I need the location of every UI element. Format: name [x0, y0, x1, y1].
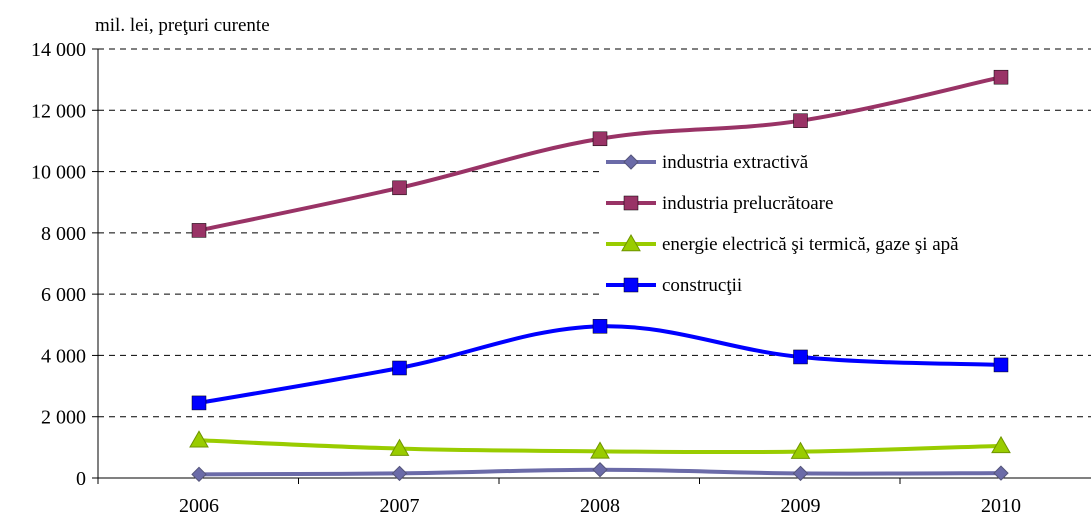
- triangle-marker: [621, 233, 641, 252]
- diamond-marker: [792, 465, 809, 482]
- square-marker: [592, 131, 608, 147]
- gridlines: [98, 48, 1091, 418]
- diamond-marker: [592, 462, 608, 478]
- diamond-marker: [623, 154, 639, 170]
- x-tick-label: 2008: [580, 495, 620, 517]
- y-tick-label: 8 000: [41, 223, 86, 245]
- legend-label: energie electrică şi termică, gaze şi ap…: [662, 234, 959, 255]
- series-1: [191, 462, 1009, 483]
- legend-item-background: [604, 188, 1091, 218]
- square-marker: [793, 113, 808, 128]
- x-tick-label: 2007: [380, 495, 420, 517]
- square-marker: [993, 357, 1009, 373]
- square-marker: [392, 360, 407, 376]
- legend-item: construcţii: [604, 270, 1091, 300]
- legend-item: energie electrică şi termică, gaze şi ap…: [604, 229, 1091, 259]
- x-axis-ticks: 2006 2007 2008 2009 2010: [97, 478, 1021, 517]
- square-marker: [993, 69, 1009, 85]
- series-3: [189, 430, 1011, 459]
- square-marker: [392, 180, 407, 196]
- y-tick-label: 14 000: [31, 39, 86, 61]
- legend-item: industria prelucrătoare: [604, 188, 1091, 218]
- y-tick-label: 6 000: [41, 284, 86, 306]
- y-tick-label: 4 000: [41, 345, 86, 367]
- series-group: [189, 69, 1011, 483]
- legend-label: construcţii: [662, 275, 742, 296]
- square-marker: [191, 395, 207, 411]
- legend-item: industria extractivă: [604, 147, 1091, 177]
- diamond-marker: [191, 466, 207, 483]
- square-marker: [592, 319, 608, 334]
- y-tick-label: 2 000: [41, 407, 86, 429]
- triangle-marker: [189, 430, 209, 448]
- y-tick-label: 10 000: [31, 162, 86, 184]
- series-2: [191, 69, 1009, 238]
- y-axis-ticks: 0 2 000 4 000 6 000 8 000 10 000 12 000 14 000: [31, 39, 98, 490]
- x-tick-label: 2009: [781, 495, 821, 517]
- square-marker: [191, 223, 207, 238]
- legend-label: industria extractivă: [662, 152, 809, 173]
- square-marker: [623, 277, 639, 293]
- x-tick-label: 2010: [981, 495, 1021, 517]
- legend-item-background: [604, 270, 1091, 300]
- triangle-marker: [590, 441, 610, 459]
- series-4: [191, 319, 1009, 411]
- diamond-marker: [993, 465, 1009, 481]
- y-tick-label: 0: [76, 468, 86, 490]
- diamond-marker: [391, 465, 408, 482]
- legend-item-background: [604, 229, 1091, 259]
- square-marker: [623, 195, 639, 211]
- square-marker: [793, 349, 808, 365]
- triangle-marker: [991, 435, 1011, 454]
- axes: [97, 49, 1091, 479]
- y-tick-label: 12 000: [31, 100, 86, 122]
- series-line: [198, 324, 1002, 405]
- triangle-marker: [790, 441, 811, 459]
- legend: industria extractivă industria prelucrăto…: [604, 147, 1091, 300]
- legend-label: industria prelucrătoare: [662, 193, 833, 214]
- triangle-marker: [389, 438, 410, 456]
- legend-item-background: [604, 147, 1091, 177]
- x-tick-label: 2006: [179, 495, 219, 517]
- unit-label: mil. lei, preţuri curente: [95, 15, 270, 36]
